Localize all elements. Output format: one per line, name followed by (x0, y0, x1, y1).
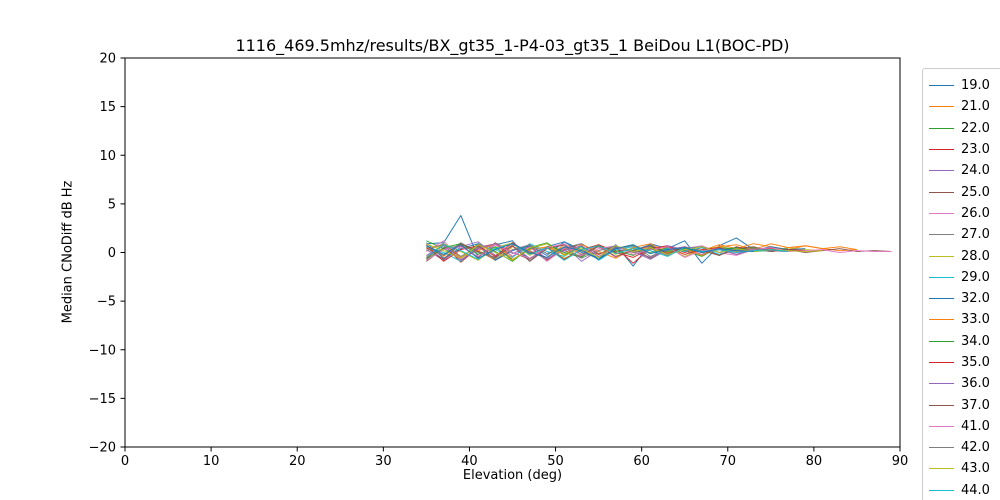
legend-item: 37.0 (929, 394, 1000, 415)
y-axis-label: Median CNoDiff dB Hz (60, 180, 76, 324)
legend-item: 33.0 (929, 309, 1000, 330)
legend-item: 32.0 (929, 288, 1000, 309)
legend-label: 36.0 (961, 376, 990, 392)
legend-item: 27.0 (929, 224, 1000, 245)
legend-line-sample (929, 404, 954, 406)
legend-line-sample (929, 319, 954, 321)
legend-line-sample (929, 106, 954, 108)
y-tick-label: −20 (89, 441, 116, 456)
legend-line-sample (929, 212, 954, 214)
legend-item: 24.0 (929, 160, 1000, 181)
y-tick-label: 20 (99, 52, 116, 67)
legend-item: 25.0 (929, 181, 1000, 202)
legend-label: 27.0 (961, 227, 990, 243)
legend-item: 35.0 (929, 352, 1000, 373)
legend-label: 25.0 (961, 184, 990, 200)
legend-label: 28.0 (961, 248, 990, 264)
y-tick-label: −10 (89, 343, 116, 358)
legend-label: 26.0 (961, 205, 990, 221)
x-tick-label: 60 (633, 454, 650, 469)
legend: 19.0 21.0 22.0 23.0 24.0 25.0 26.0 27.0 28.0 29.0… (922, 68, 1000, 500)
legend-item: 22.0 (929, 118, 1000, 139)
x-tick-label: 70 (720, 454, 737, 469)
x-tick-label: 50 (547, 454, 564, 469)
x-axis-label: Elevation (deg) (462, 468, 563, 483)
legend-label: 44.0 (961, 482, 990, 498)
legend-label: 32.0 (961, 291, 990, 307)
legend-line-sample (929, 234, 954, 236)
legend-item: 43.0 (929, 458, 1000, 479)
legend-item: 19.0 (929, 75, 1000, 96)
legend-line-sample (929, 191, 954, 193)
legend-line-sample (929, 489, 954, 491)
legend-label: 19.0 (961, 78, 990, 94)
legend-line-sample (929, 468, 954, 470)
legend-label: 33.0 (961, 312, 990, 328)
legend-item: 21.0 (929, 96, 1000, 117)
legend-label: 42.0 (961, 440, 990, 456)
legend-label: 21.0 (961, 99, 990, 115)
legend-item: 23.0 (929, 139, 1000, 160)
legend-label: 34.0 (961, 333, 990, 349)
legend-line-sample (929, 425, 954, 427)
legend-label: 24.0 (961, 163, 990, 179)
y-tick-label: 5 (108, 197, 116, 212)
legend-line-sample (929, 127, 954, 129)
series-line (426, 243, 754, 260)
y-tick-label: 10 (99, 149, 116, 164)
legend-line-sample (929, 149, 954, 151)
x-tick-label: 20 (289, 454, 306, 469)
legend-label: 35.0 (961, 355, 990, 370)
legend-item: 29.0 (929, 267, 1000, 288)
y-tick-label: 0 (108, 246, 116, 261)
legend-label: 29.0 (961, 269, 990, 285)
legend-line-sample (929, 170, 954, 172)
x-tick-label: 80 (806, 454, 823, 469)
legend-item: 42.0 (929, 437, 1000, 458)
legend-label: 41.0 (961, 418, 990, 434)
x-tick-label: 40 (461, 454, 478, 469)
y-tick-label: 15 (99, 100, 116, 115)
legend-item: 26.0 (929, 203, 1000, 224)
legend-label: 43.0 (961, 461, 990, 477)
x-tick-label: 10 (203, 454, 220, 469)
legend-label: 23.0 (961, 142, 990, 158)
legend-line-sample (929, 447, 954, 449)
legend-line-sample (929, 255, 954, 257)
chart-title: 1116_469.5mhz/results/BX_gt35_1-P4-03_gt… (235, 36, 790, 55)
y-tick-label: −15 (89, 392, 116, 407)
legend-item: 28.0 (929, 245, 1000, 266)
legend-item: 34.0 (929, 331, 1000, 352)
legend-label: 22.0 (961, 120, 990, 136)
legend-line-sample (929, 362, 954, 363)
legend-label: 37.0 (961, 397, 990, 413)
x-tick-label: 0 (121, 454, 129, 469)
legend-item: 36.0 (929, 373, 1000, 394)
series-line (426, 243, 892, 261)
legend-item: 44.0 (929, 480, 1000, 500)
x-tick-label: 30 (375, 454, 392, 469)
legend-line-sample (929, 276, 954, 278)
legend-line-sample (929, 383, 954, 385)
legend-line-sample (929, 340, 954, 342)
legend-line-sample (929, 298, 954, 300)
legend-line-sample (929, 85, 954, 87)
legend-item: 41.0 (929, 416, 1000, 437)
y-tick-label: −5 (97, 295, 116, 310)
x-tick-label: 90 (892, 454, 909, 469)
